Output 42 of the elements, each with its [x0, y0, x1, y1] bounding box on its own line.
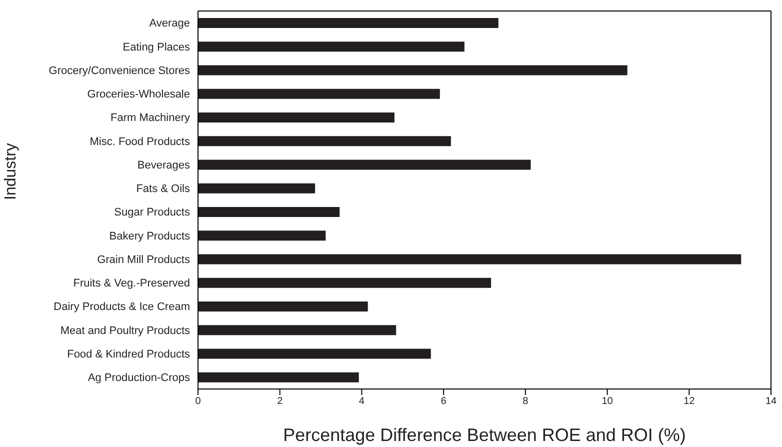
x-tick-label: 4	[358, 396, 365, 408]
bar	[198, 348, 431, 359]
x-axis-title: Percentage Difference Between ROE and ROI (%)	[283, 425, 686, 445]
y-tick-label: Grain Mill Products	[97, 254, 190, 266]
x-tick-label: 2	[277, 396, 284, 408]
y-tick-label: Fruits & Veg.-Preserved	[73, 278, 190, 290]
bar	[198, 230, 326, 241]
y-tick-label: Sugar Products	[114, 206, 190, 219]
y-tick-label: Farm Machinery	[110, 112, 190, 124]
x-tick-label: 14	[765, 396, 777, 408]
bar	[198, 65, 628, 76]
y-tick-label: Beverages	[137, 159, 190, 172]
bar	[198, 254, 742, 264]
y-tick-label: Fats & Oils	[136, 183, 190, 196]
y-tick-label: Ag Production-Crops	[88, 372, 190, 384]
bar	[198, 42, 464, 52]
y-tick-label: Meat and Poultry Products	[60, 324, 190, 337]
bar	[198, 183, 316, 194]
bar	[198, 372, 359, 382]
bar	[198, 278, 492, 288]
y-tick-label: Food & Kindred Products	[67, 348, 190, 360]
y-tick-label: Bakery Products	[109, 230, 190, 242]
y-tick-label: Grocery/Convenience Stores	[48, 64, 190, 77]
bar	[198, 325, 396, 336]
x-tick-label: 6	[440, 396, 447, 408]
x-tick-label: 10	[602, 396, 614, 408]
y-tick-label: Average	[149, 18, 190, 30]
bar	[198, 18, 498, 28]
bar	[198, 160, 531, 170]
y-tick-label: Dairy Products & Ice Cream	[54, 301, 190, 314]
bar	[198, 136, 451, 146]
bar	[198, 302, 368, 312]
bar	[198, 112, 394, 122]
y-tick-label: Eating Places	[122, 41, 190, 54]
y-tick-label: Misc. Food Products	[90, 136, 190, 148]
x-tick-label: 8	[522, 396, 529, 408]
bar	[198, 88, 440, 99]
bar	[198, 207, 340, 217]
y-tick-label: Groceries-Wholesale	[87, 88, 190, 101]
x-tick-label: 0	[195, 396, 202, 408]
y-axis-title: Industry	[2, 143, 20, 200]
x-tick-label: 12	[684, 396, 696, 408]
